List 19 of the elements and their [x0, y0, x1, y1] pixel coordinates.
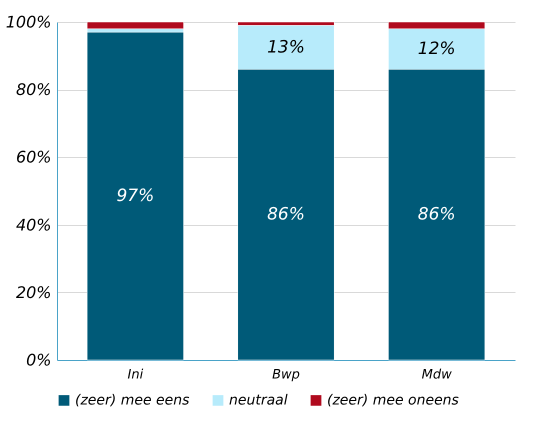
legend-label: (zeer) mee eens [75, 392, 190, 408]
x-tick-label: Mdw [422, 368, 452, 382]
y-tick-label: 60% [16, 148, 52, 167]
x-tick-label: Ini [128, 368, 144, 382]
data-label: 86% [418, 204, 456, 225]
y-tick-label: 0% [26, 350, 52, 370]
data-label: 13% [267, 37, 305, 58]
data-label: 12% [418, 39, 456, 60]
bar [86, 32, 184, 360]
y-tick-label: 40% [16, 215, 52, 234]
y-tick-label: 20% [16, 282, 52, 302]
legend-label: neutraal [229, 392, 288, 408]
legend-label: (zeer) mee oneens [327, 392, 459, 408]
data-label: 86% [267, 204, 305, 225]
bar [86, 22, 184, 30]
y-tick-label: 100% [6, 12, 52, 32]
x-tick-label: Bwp [272, 368, 300, 382]
y-tick-label: 80% [16, 80, 52, 100]
data-label: 97% [116, 186, 154, 206]
